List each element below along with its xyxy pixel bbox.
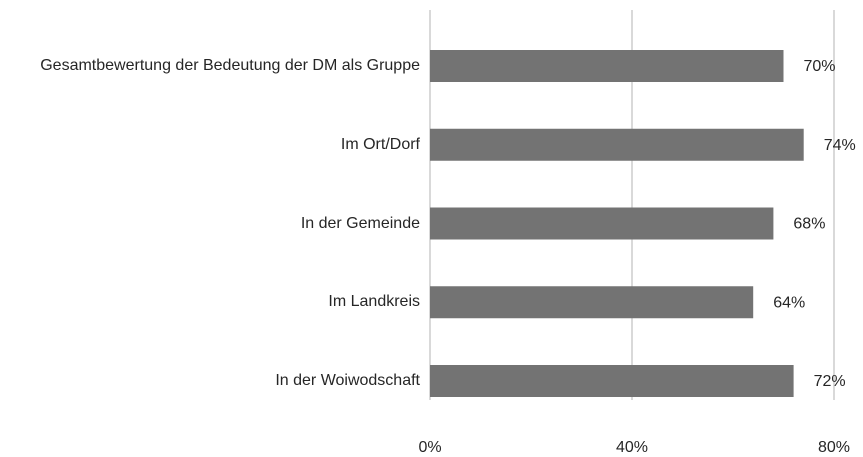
bar — [430, 50, 784, 82]
bar — [430, 207, 774, 240]
category-label: Gesamtbewertung der Bedeutung der DM als… — [40, 57, 420, 74]
bar — [430, 286, 754, 319]
value-label: 72% — [814, 373, 846, 390]
x-tick-label: 80% — [818, 439, 850, 456]
bar — [430, 365, 794, 397]
bar — [430, 128, 804, 161]
value-label: 74% — [824, 137, 856, 154]
value-label: 64% — [773, 294, 805, 311]
value-label: 70% — [804, 58, 836, 75]
x-tick-label: 0% — [418, 439, 441, 456]
category-label: Im Landkreis — [328, 293, 420, 311]
category-label: In der Woiwodschaft — [275, 372, 420, 389]
x-tick-label: 40% — [616, 439, 648, 456]
category-label: Im Ort/Dorf — [340, 135, 420, 153]
value-label: 68% — [793, 216, 825, 233]
category-label: In der Gemeinde — [300, 214, 420, 232]
